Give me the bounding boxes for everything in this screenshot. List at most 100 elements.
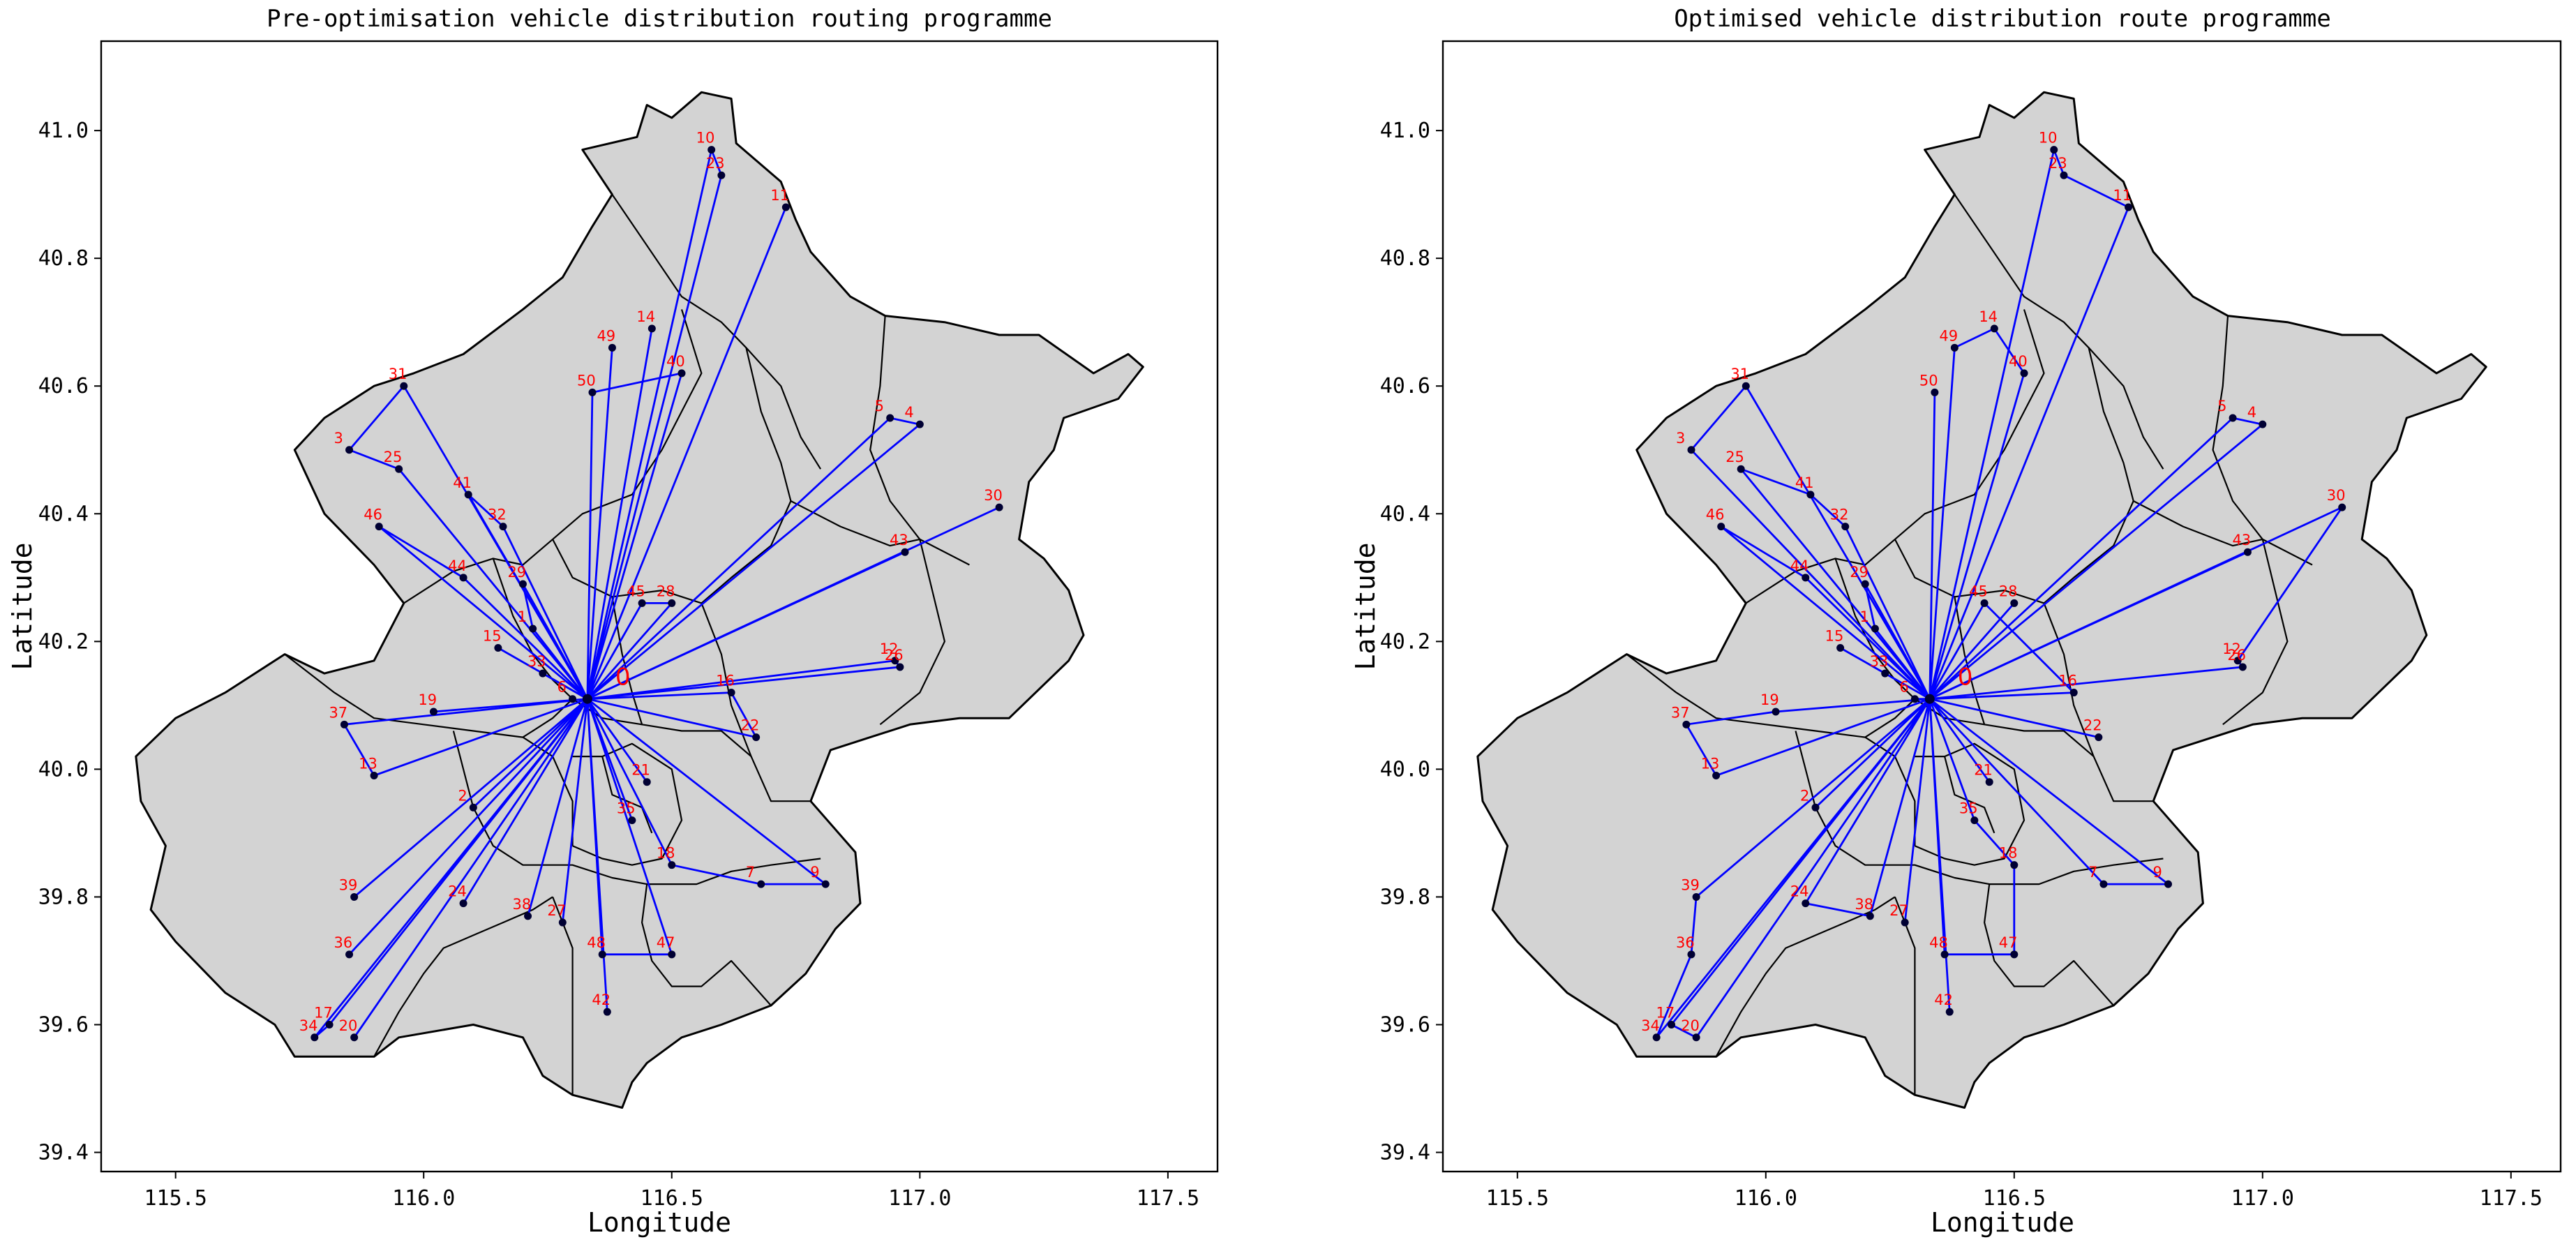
customer-point — [638, 599, 646, 607]
customer-point — [901, 548, 909, 556]
y-tick-label: 39.4 — [1380, 1141, 1430, 1165]
customer-label: 28 — [1999, 583, 2018, 599]
customer-label: 42 — [1934, 992, 1953, 1008]
y-tick-label: 40.4 — [38, 502, 89, 526]
district-boundary — [284, 653, 574, 846]
district-boundary — [2212, 315, 2313, 566]
customer-point — [995, 503, 1003, 511]
customer-point — [2099, 880, 2108, 888]
customer-label: 5 — [875, 398, 884, 414]
customer-point — [1871, 624, 1879, 633]
customer-label: 7 — [746, 864, 755, 881]
customer-point — [518, 580, 527, 588]
customer-point — [1802, 899, 1810, 908]
customer-label: 15 — [483, 627, 502, 644]
customer-label: 6 — [557, 679, 567, 696]
customer-label: 49 — [597, 327, 615, 344]
customer-point — [668, 599, 676, 607]
route-line — [586, 372, 683, 700]
customer-point — [1990, 324, 1998, 333]
customer-label: 39 — [339, 876, 358, 893]
customer-label: 12 — [2222, 641, 2241, 657]
customer-point — [2069, 689, 2078, 697]
route-line — [586, 602, 674, 700]
customer-point — [821, 880, 830, 888]
right-x-axis-label: Longitude — [1931, 1207, 2074, 1238]
customer-point — [499, 523, 507, 531]
customer-point — [1712, 772, 1721, 780]
customer-point — [2020, 369, 2028, 377]
customer-point — [1945, 1008, 1954, 1016]
district-boundary — [1864, 698, 1916, 738]
customer-label: 38 — [1855, 896, 1873, 913]
y-tick-label: 40.2 — [38, 629, 89, 654]
customer-label: 44 — [448, 558, 467, 574]
customer-label: 23 — [2049, 155, 2067, 172]
district-boundary — [1795, 731, 2164, 885]
x-tick-label: 116.5 — [1983, 1186, 2046, 1211]
customer-point — [350, 892, 359, 901]
customer-point — [668, 861, 676, 869]
depot-label: 0 — [1958, 664, 1973, 691]
y-tick-label: 40.8 — [38, 246, 89, 271]
customer-label: 35 — [1959, 800, 1978, 817]
route-line — [1804, 698, 1931, 918]
customer-point — [1802, 574, 1810, 582]
route-line — [313, 698, 588, 1038]
customer-point — [395, 465, 403, 473]
customer-label: 37 — [329, 704, 347, 721]
y-tick-label: 40.4 — [1380, 502, 1430, 526]
customer-label: 48 — [587, 934, 606, 951]
customer-label: 32 — [1830, 507, 1849, 523]
route-line — [378, 525, 588, 700]
customer-point — [1910, 695, 1919, 703]
customer-label: 29 — [1850, 564, 1869, 581]
customer-point — [539, 669, 547, 678]
customer-label: 29 — [507, 564, 526, 581]
route-line — [1720, 525, 1931, 700]
customer-point — [752, 733, 761, 742]
x-tick-label: 116.0 — [1735, 1186, 1797, 1211]
customer-point — [2243, 548, 2252, 556]
customer-label: 50 — [1919, 372, 1938, 389]
route-line — [1690, 384, 1931, 700]
route-line — [1929, 698, 2016, 956]
district-boundary — [1745, 309, 2045, 604]
customer-label: 46 — [1706, 507, 1725, 523]
customer-label: 24 — [448, 883, 467, 900]
customer-point — [757, 880, 765, 888]
customer-point — [569, 695, 577, 703]
customer-point — [588, 388, 597, 396]
customer-label: 20 — [339, 1017, 358, 1034]
customer-point — [1772, 708, 1780, 716]
district-boundary — [452, 731, 821, 885]
route-line — [343, 698, 588, 777]
customer-label: 33 — [1870, 653, 1889, 670]
customer-label: 45 — [1969, 583, 1988, 599]
customer-point — [1901, 918, 1909, 927]
customer-point — [677, 369, 686, 377]
x-tick-label: 117.5 — [1137, 1186, 1199, 1211]
customer-label: 46 — [364, 507, 382, 523]
x-tick-label: 117.0 — [2231, 1186, 2294, 1211]
customer-point — [2229, 414, 2237, 422]
customer-point — [350, 1033, 359, 1042]
customer-label: 50 — [577, 372, 596, 389]
customer-point — [896, 663, 904, 671]
district-boundary — [1984, 883, 2115, 1006]
customer-point — [1881, 669, 1889, 678]
customer-label: 10 — [2039, 130, 2058, 147]
customer-label: 16 — [2058, 673, 2077, 689]
customer-point — [2338, 503, 2346, 511]
customer-point — [2164, 880, 2173, 888]
customer-point — [2010, 861, 2019, 869]
left-map-panel: Pre-optimisation vehicle distribution ro… — [7, 5, 1219, 1238]
customer-point — [1692, 1033, 1700, 1042]
customer-label: 26 — [2227, 647, 2246, 664]
y-tick-label: 39.8 — [1380, 885, 1430, 909]
customer-label: 17 — [1656, 1004, 1675, 1021]
customer-label: 40 — [666, 353, 685, 370]
customer-point — [717, 171, 726, 179]
customer-point — [2233, 657, 2242, 665]
